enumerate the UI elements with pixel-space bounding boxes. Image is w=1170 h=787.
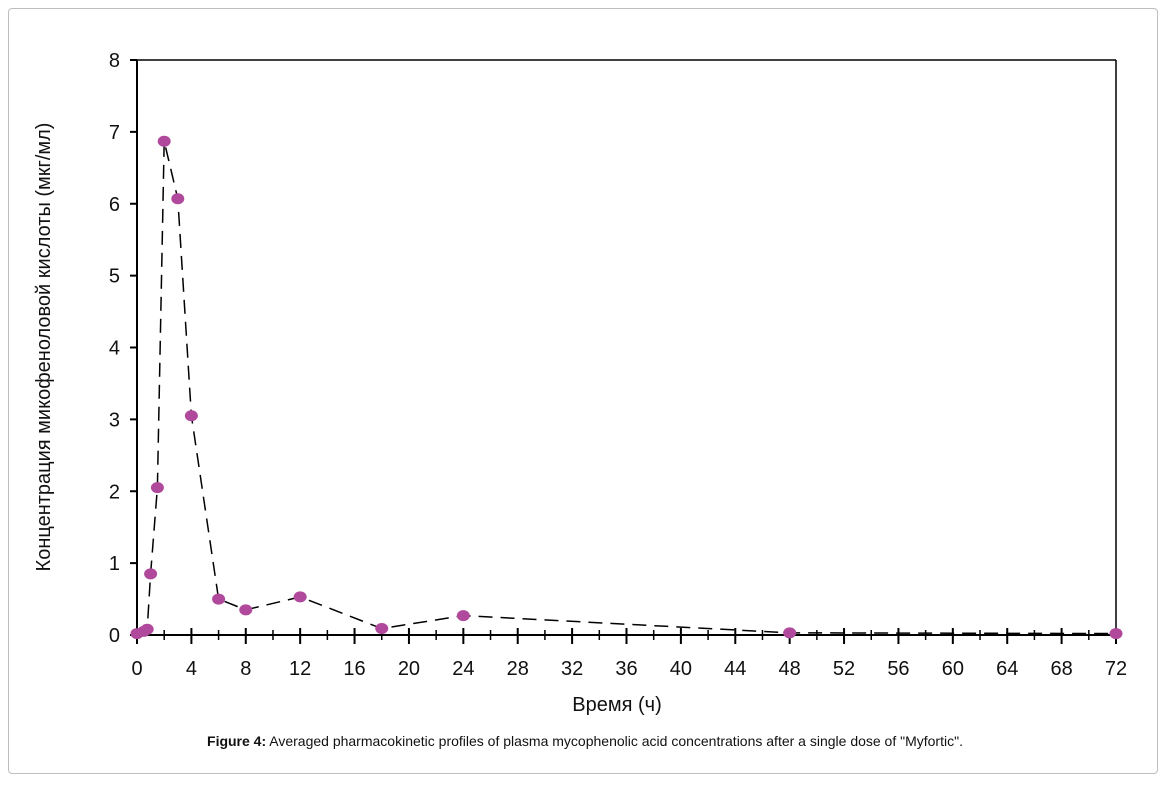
axes — [136, 59, 1117, 636]
x-tick-label: 48 — [779, 658, 801, 680]
data-point — [375, 623, 389, 635]
data-point — [1109, 628, 1123, 640]
x-tick-label: 68 — [1050, 658, 1072, 680]
data-point — [150, 482, 164, 494]
data-point — [157, 135, 171, 147]
data-points — [130, 135, 1123, 640]
x-axis-ticks: 0 4 8 12 16 20 24 28 32 36 40 44 48 52 56 60 64 68 72 — [131, 628, 1127, 680]
x-tick-label: 16 — [343, 658, 365, 680]
x-tick-label: 20 — [398, 658, 420, 680]
y-axis-label: Концентрация микофеноловой кислоты (мкг/… — [33, 123, 55, 572]
x-tick-label: 28 — [507, 658, 529, 680]
x-tick-label: 0 — [131, 658, 142, 680]
x-tick-label: 24 — [452, 658, 474, 680]
data-point — [140, 623, 154, 635]
x-tick-label: 60 — [942, 658, 964, 680]
y-tick-label: 8 — [109, 50, 120, 72]
y-tick-label: 2 — [109, 481, 120, 503]
x-tick-label: 44 — [724, 658, 746, 680]
x-tick-label: 8 — [240, 658, 251, 680]
data-point — [184, 410, 198, 422]
figure-caption: Figure 4: Averaged pharmacokinetic profi… — [0, 733, 1170, 749]
series-line-group — [136, 141, 1117, 635]
data-point — [456, 610, 470, 622]
x-tick-label: 40 — [670, 658, 692, 680]
x-tick-label: 4 — [186, 658, 197, 680]
y-axis-ticks: 0 1 2 3 4 5 6 7 8 — [109, 50, 137, 647]
y-tick-label: 6 — [109, 194, 120, 216]
figure-frame — [8, 8, 1158, 774]
y-tick-label: 7 — [109, 122, 120, 144]
x-tick-label: 72 — [1105, 658, 1127, 680]
data-point — [293, 591, 307, 603]
caption-text: Averaged pharmacokinetic profiles of pla… — [266, 733, 963, 749]
x-tick-label: 64 — [996, 658, 1018, 680]
x-tick-label: 56 — [887, 658, 909, 680]
data-point — [171, 193, 185, 205]
y-tick-label: 1 — [109, 553, 120, 575]
x-tick-label: 36 — [615, 658, 637, 680]
y-tick-label: 5 — [109, 266, 120, 288]
caption-label: Figure 4: — [207, 733, 267, 749]
x-axis-label: Время (ч) — [572, 694, 661, 716]
y-tick-label: 4 — [109, 338, 120, 360]
y-tick-label: 3 — [109, 409, 120, 431]
x-tick-label: 52 — [833, 658, 855, 680]
data-point — [783, 627, 797, 639]
series-line — [136, 141, 1117, 635]
x-tick-label: 32 — [561, 658, 583, 680]
y-tick-label: 0 — [109, 625, 120, 647]
data-point — [239, 604, 253, 616]
data-point — [212, 593, 226, 605]
data-point — [144, 568, 158, 580]
x-tick-label: 12 — [289, 658, 311, 680]
